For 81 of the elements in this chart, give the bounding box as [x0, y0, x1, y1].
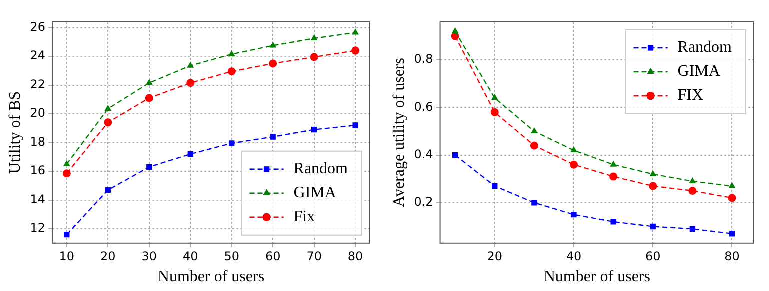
- point: [570, 160, 578, 169]
- point: [188, 151, 194, 158]
- y-tick-label: 14: [30, 192, 46, 206]
- point: [62, 170, 71, 178]
- point: [104, 118, 112, 127]
- legend-label: Random: [678, 39, 733, 56]
- y-tick-label: 20: [30, 106, 46, 120]
- x-tick-label: 60: [265, 250, 281, 264]
- point: [452, 28, 459, 34]
- point: [146, 164, 152, 170]
- point: [530, 128, 538, 134]
- x-tick-label: 50: [224, 250, 240, 264]
- x-tick-label: 80: [348, 250, 364, 264]
- point: [490, 108, 499, 116]
- point: [690, 226, 696, 232]
- y-tick-label: 22: [30, 77, 46, 92]
- point: [729, 231, 736, 237]
- point: [492, 183, 498, 190]
- y-axis-title: Average utility of users: [390, 58, 408, 208]
- point: [105, 187, 111, 194]
- point: [650, 170, 657, 176]
- x-tick-label: 30: [142, 250, 158, 264]
- y-tick-label: 12: [30, 221, 46, 236]
- y-axis-title: Utility of BS: [6, 91, 24, 174]
- x-tick-label: 20: [100, 250, 116, 264]
- point: [650, 224, 656, 230]
- point: [104, 104, 112, 111]
- point: [63, 160, 70, 166]
- x-tick-label: 70: [306, 250, 322, 264]
- x-tick-label: 10: [59, 250, 75, 264]
- x-axis-title: Number of users: [158, 268, 265, 286]
- point: [610, 219, 616, 225]
- point: [64, 232, 70, 238]
- x-tick-label: 40: [182, 250, 198, 264]
- point: [270, 42, 277, 48]
- point: [310, 53, 318, 62]
- y-tick-label: 0.4: [414, 147, 434, 162]
- point: [186, 79, 195, 88]
- point: [452, 152, 458, 158]
- legend-label: FIX: [678, 87, 704, 104]
- point: [229, 140, 235, 146]
- point: [270, 134, 276, 140]
- y-tick-label: 0.6: [414, 100, 434, 114]
- point: [145, 94, 154, 102]
- point: [187, 62, 194, 68]
- point: [649, 182, 658, 190]
- point: [146, 79, 153, 86]
- point: [610, 160, 618, 167]
- point: [530, 142, 538, 150]
- point: [228, 50, 236, 56]
- point: [728, 194, 736, 202]
- x-tick-label: 20: [487, 250, 503, 264]
- x-tick-label: 80: [724, 250, 740, 264]
- legend-label: Fix: [294, 208, 316, 226]
- legend-label: GIMA: [678, 63, 721, 80]
- point: [228, 68, 236, 76]
- point: [352, 122, 358, 128]
- legend-label: Random: [294, 160, 349, 178]
- x-tick-label: 40: [566, 250, 582, 264]
- x-axis-title: Number of users: [544, 268, 650, 286]
- y-tick-label: 16: [30, 164, 46, 178]
- y-tick-label: 0.8: [414, 52, 434, 66]
- point: [688, 187, 697, 196]
- point: [532, 200, 538, 206]
- point: [689, 178, 696, 184]
- point: [570, 146, 578, 153]
- point: [610, 172, 618, 181]
- point: [571, 212, 577, 218]
- point: [310, 34, 318, 41]
- point: [491, 94, 498, 100]
- y-tick-label: 24: [30, 48, 46, 63]
- point: [352, 28, 360, 35]
- legend-label: GIMA: [294, 184, 337, 202]
- point: [312, 126, 318, 133]
- point: [728, 182, 736, 188]
- point: [269, 60, 278, 68]
- y-tick-label: 18: [30, 134, 46, 149]
- x-tick-label: 60: [645, 250, 661, 264]
- point: [352, 46, 360, 55]
- y-tick-label: 26: [30, 20, 46, 34]
- y-tick-label: 0.2: [414, 195, 434, 210]
